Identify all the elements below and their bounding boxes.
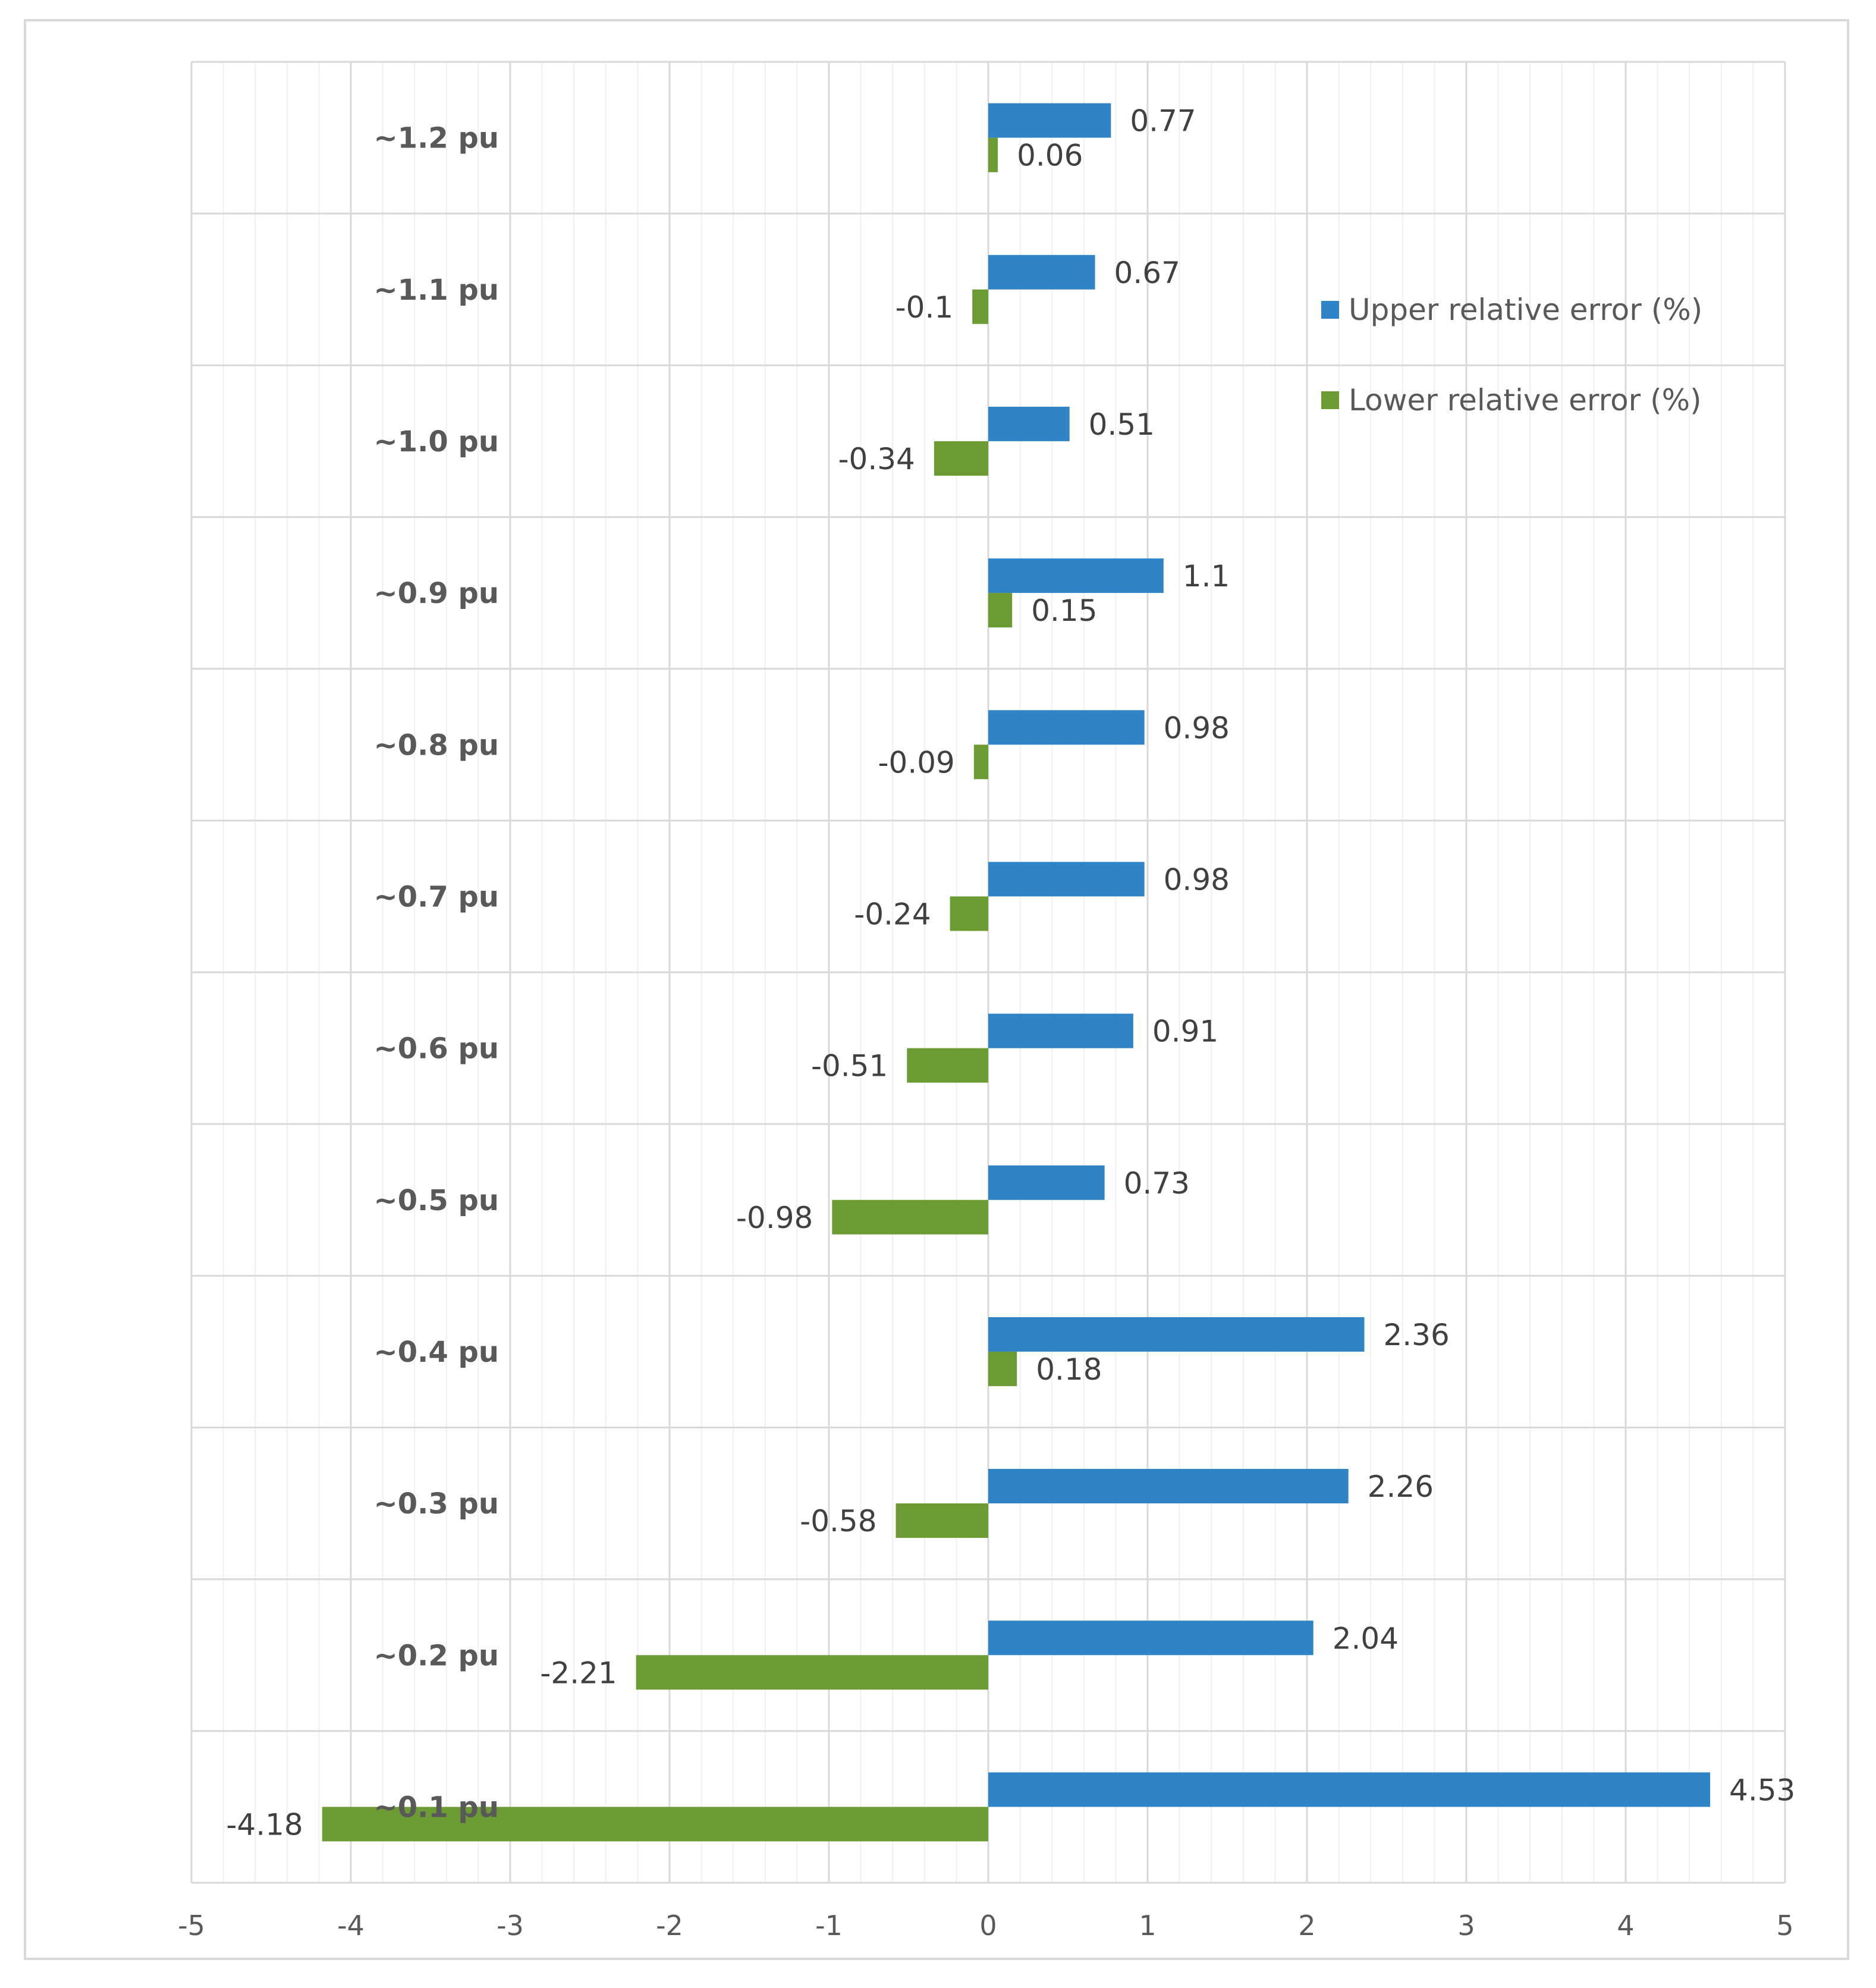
bar-chart: ~1.2 pu ~1.1 pu ~1.0 pu ~0.9 pu ~0.8 pu ~0.7 … <box>178 61 1795 1942</box>
data-label-lower: -2.21 <box>540 1656 617 1690</box>
category-label: ~0.4 pu <box>374 1336 499 1369</box>
category-label: ~0.3 pu <box>374 1487 499 1521</box>
x-tick-label: 4 <box>1617 1910 1634 1942</box>
bar-lower <box>950 896 988 931</box>
data-label-upper: 4.53 <box>1729 1773 1795 1807</box>
bar-upper <box>988 1772 1711 1807</box>
data-label-upper: 1.1 <box>1183 559 1230 593</box>
x-tick-label: 2 <box>1298 1910 1315 1942</box>
bar-upper <box>988 710 1145 745</box>
x-tick-label: -4 <box>337 1910 364 1942</box>
bar-upper <box>988 558 1164 593</box>
legend-swatch-upper <box>1321 301 1339 319</box>
bar-lower <box>988 1351 1017 1386</box>
category-label: ~0.8 pu <box>374 728 499 762</box>
bar-lower <box>322 1807 988 1842</box>
major-gridlines <box>190 61 1786 1884</box>
data-label-lower: 0.15 <box>1031 593 1097 628</box>
data-label-upper: 2.36 <box>1383 1318 1449 1352</box>
data-label-lower: -0.34 <box>838 442 915 476</box>
x-tick-label: -2 <box>656 1910 683 1942</box>
data-label-lower: -0.98 <box>736 1201 813 1235</box>
category-label: ~0.1 pu <box>374 1791 499 1824</box>
legend-swatch-lower <box>1321 391 1339 409</box>
data-label-lower: -4.18 <box>226 1807 303 1842</box>
bar-upper <box>988 1317 1365 1352</box>
bar-upper <box>988 1165 1105 1200</box>
legend-label-upper: Upper relative error (%) <box>1349 293 1702 327</box>
bar-upper <box>988 862 1145 897</box>
bars <box>322 103 1711 1842</box>
bar-upper <box>988 406 1070 441</box>
bar-lower <box>907 1048 988 1083</box>
data-label-upper: 2.26 <box>1368 1469 1434 1504</box>
data-labels: 0.77 0.06 0.67 -0.1 0.51 -0.34 1.1 0.15 0.98 -0.0… <box>226 104 1795 1842</box>
bar-upper <box>988 1013 1133 1048</box>
bar-lower <box>988 137 998 172</box>
category-label: ~0.9 pu <box>374 577 499 610</box>
data-label-upper: 0.91 <box>1152 1015 1218 1049</box>
bar-upper <box>988 1469 1349 1504</box>
category-label: ~1.2 pu <box>374 122 499 155</box>
x-tick-label: -3 <box>497 1910 524 1942</box>
category-label: ~1.1 pu <box>374 274 499 307</box>
data-label-upper: 0.73 <box>1124 1166 1190 1201</box>
bar-lower <box>895 1503 988 1538</box>
category-labels: ~1.2 pu ~1.1 pu ~1.0 pu ~0.9 pu ~0.8 pu ~0.7 … <box>374 122 499 1824</box>
x-axis-tick-labels: -5 -4 -3 -2 -1 0 1 2 3 4 5 <box>178 1910 1794 1942</box>
bar-upper <box>988 255 1095 290</box>
x-tick-label: 5 <box>1776 1910 1793 1942</box>
data-label-lower: -0.58 <box>800 1504 876 1538</box>
category-label: ~0.6 pu <box>374 1032 499 1066</box>
category-label: ~0.5 pu <box>374 1184 499 1217</box>
data-label-upper: 0.77 <box>1130 104 1196 139</box>
data-label-upper: 0.51 <box>1089 407 1155 442</box>
category-label: ~0.2 pu <box>374 1639 499 1672</box>
data-label-lower: -0.09 <box>878 745 955 780</box>
x-tick-label: -1 <box>815 1910 843 1942</box>
x-tick-label: -5 <box>178 1910 205 1942</box>
category-label: ~0.7 pu <box>374 880 499 913</box>
x-tick-label: 1 <box>1139 1910 1156 1942</box>
data-label-lower: 0.18 <box>1036 1352 1102 1387</box>
x-tick-label: 3 <box>1457 1910 1475 1942</box>
bar-lower <box>972 289 988 324</box>
chart-frame: ~1.2 pu ~1.1 pu ~1.0 pu ~0.9 pu ~0.8 pu ~0.7 … <box>24 19 1849 1960</box>
x-tick-label: 0 <box>979 1910 997 1942</box>
data-label-lower: -0.1 <box>895 290 954 325</box>
data-label-lower: -0.51 <box>811 1049 888 1083</box>
legend-label-lower: Lower relative error (%) <box>1349 383 1702 417</box>
data-label-lower: -0.24 <box>854 897 931 931</box>
data-label-upper: 0.67 <box>1114 256 1180 290</box>
bar-lower <box>636 1655 988 1690</box>
category-label: ~1.0 pu <box>374 425 499 458</box>
data-label-upper: 2.04 <box>1333 1621 1399 1656</box>
data-label-upper: 0.98 <box>1164 862 1230 897</box>
bar-upper <box>988 1620 1313 1656</box>
bar-lower <box>934 441 988 476</box>
bar-lower <box>832 1199 988 1235</box>
legend: Upper relative error (%) Lower relative … <box>1321 293 1702 417</box>
bar-lower <box>988 593 1013 628</box>
data-label-lower: 0.06 <box>1017 139 1083 173</box>
bar-upper <box>988 103 1111 138</box>
bar-lower <box>973 745 988 780</box>
data-label-upper: 0.98 <box>1164 711 1230 745</box>
